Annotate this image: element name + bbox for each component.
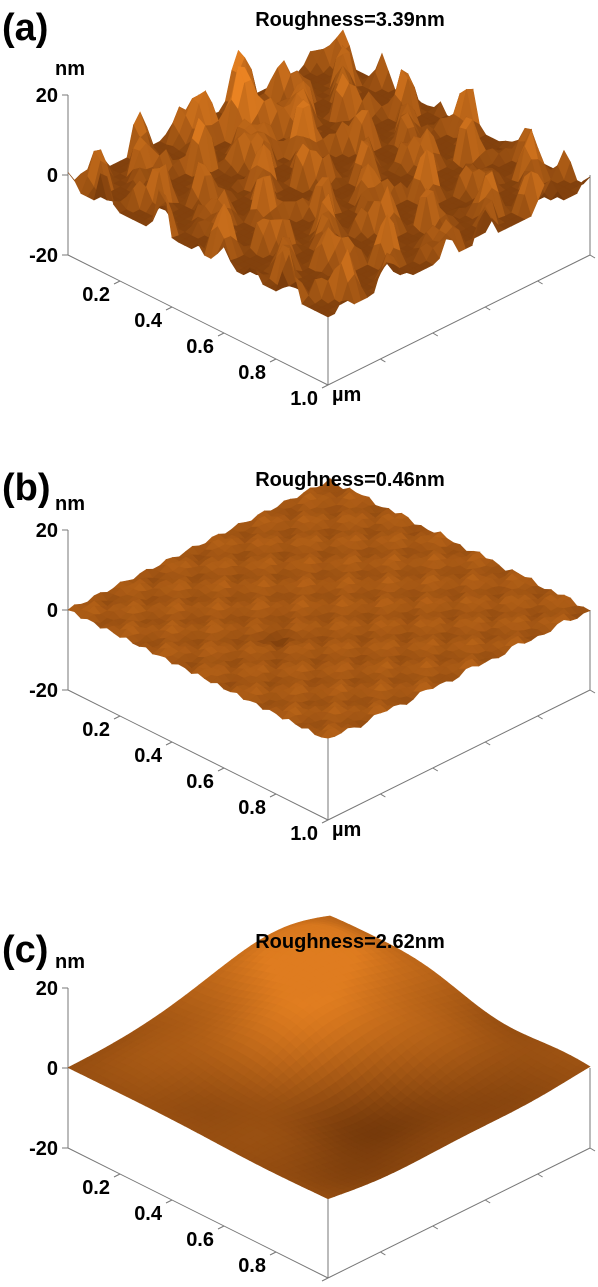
- x-tick-label: 0.2: [82, 719, 110, 741]
- y-tick: [433, 1226, 438, 1229]
- x-tick: [166, 742, 172, 745]
- x-tick-label: 1.0: [290, 388, 318, 410]
- z-tick-label: -20: [29, 245, 58, 267]
- z-tick-label: 0: [47, 600, 58, 622]
- x-tick-label: 0.4: [134, 1203, 163, 1225]
- x-tick-label: 0.6: [186, 336, 214, 358]
- x-tick-label: 0.2: [82, 284, 110, 306]
- y-tick: [380, 359, 385, 362]
- panel-title: Roughness=0.46nm: [255, 469, 445, 491]
- x-tick-label: 0.4: [134, 745, 163, 767]
- surface: [68, 478, 590, 738]
- z-unit: nm: [55, 493, 85, 515]
- x-tick-label: 0.6: [186, 771, 214, 793]
- y-tick: [590, 1148, 595, 1151]
- x-tick: [114, 716, 120, 719]
- x-unit: µm: [332, 1277, 361, 1282]
- y-tick: [380, 794, 385, 797]
- y-tick: [485, 307, 490, 310]
- surface: [68, 916, 590, 1199]
- x-tick-label: 1.0: [290, 823, 318, 845]
- x-tick: [166, 1200, 172, 1203]
- y-tick: [538, 281, 543, 284]
- panel-title: Roughness=3.39nm: [255, 9, 445, 31]
- z-tick-label: 20: [36, 520, 58, 542]
- x-tick: [218, 768, 224, 771]
- panel: 200-20nm0.20.40.60.81.0µm(c)Roughness=2.…: [2, 916, 595, 1282]
- x-tick: [166, 307, 172, 310]
- panel-label: (a): [2, 7, 48, 49]
- panel: 20 0 -20 nm 0.2 0.4 0.6 0.8 1.0 µm (a) Roughness=3.…: [2, 7, 595, 410]
- z-unit: nm: [55, 58, 85, 80]
- y-tick: [590, 690, 595, 693]
- x-tick: [114, 1174, 120, 1177]
- y-tick: [433, 768, 438, 771]
- figure: 20 0 -20 nm 0.2 0.4 0.6 0.8 1.0 µm (a) Roughness=3.…: [0, 0, 598, 1282]
- x-tick: [218, 333, 224, 336]
- x-tick-label: 0.4: [134, 310, 163, 332]
- panel-label: (b): [2, 467, 51, 509]
- z-unit: nm: [55, 951, 85, 973]
- x-tick: [322, 385, 328, 388]
- x-tick-label: 0.2: [82, 1177, 110, 1199]
- z-tick-label: 20: [36, 978, 58, 1000]
- panel-title: Roughness=2.62nm: [255, 931, 445, 953]
- x-tick-label: 0.8: [238, 362, 266, 384]
- panel: 20 0 -20 nm 0.2 0.4 0.6 0.8 1.0 µm (b) Roughness=0.…: [2, 467, 595, 845]
- x-tick: [270, 794, 276, 797]
- x-tick: [218, 1226, 224, 1229]
- y-tick: [485, 1200, 490, 1203]
- x-tick-label: 0.8: [238, 1255, 266, 1277]
- y-tick: [485, 742, 490, 745]
- x-tick: [322, 820, 328, 823]
- z-tick-label: -20: [29, 680, 58, 702]
- x-tick-label: 0.8: [238, 797, 266, 819]
- surface: [68, 30, 590, 317]
- y-tick: [538, 716, 543, 719]
- panel-label: (c): [2, 929, 48, 971]
- x-unit: µm: [332, 819, 361, 841]
- z-tick-label: 0: [47, 1058, 58, 1080]
- y-tick: [590, 255, 595, 258]
- x-tick: [270, 359, 276, 362]
- x-tick: [114, 281, 120, 284]
- x-unit: µm: [332, 384, 361, 406]
- y-tick: [538, 1174, 543, 1177]
- z-tick-label: 0: [47, 165, 58, 187]
- x-tick: [322, 1278, 328, 1281]
- z-tick-label: -20: [29, 1138, 58, 1160]
- y-tick: [433, 333, 438, 336]
- x-tick-label: 0.6: [186, 1229, 214, 1251]
- z-tick-label: 20: [36, 85, 58, 107]
- y-tick: [380, 1252, 385, 1255]
- x-tick: [270, 1252, 276, 1255]
